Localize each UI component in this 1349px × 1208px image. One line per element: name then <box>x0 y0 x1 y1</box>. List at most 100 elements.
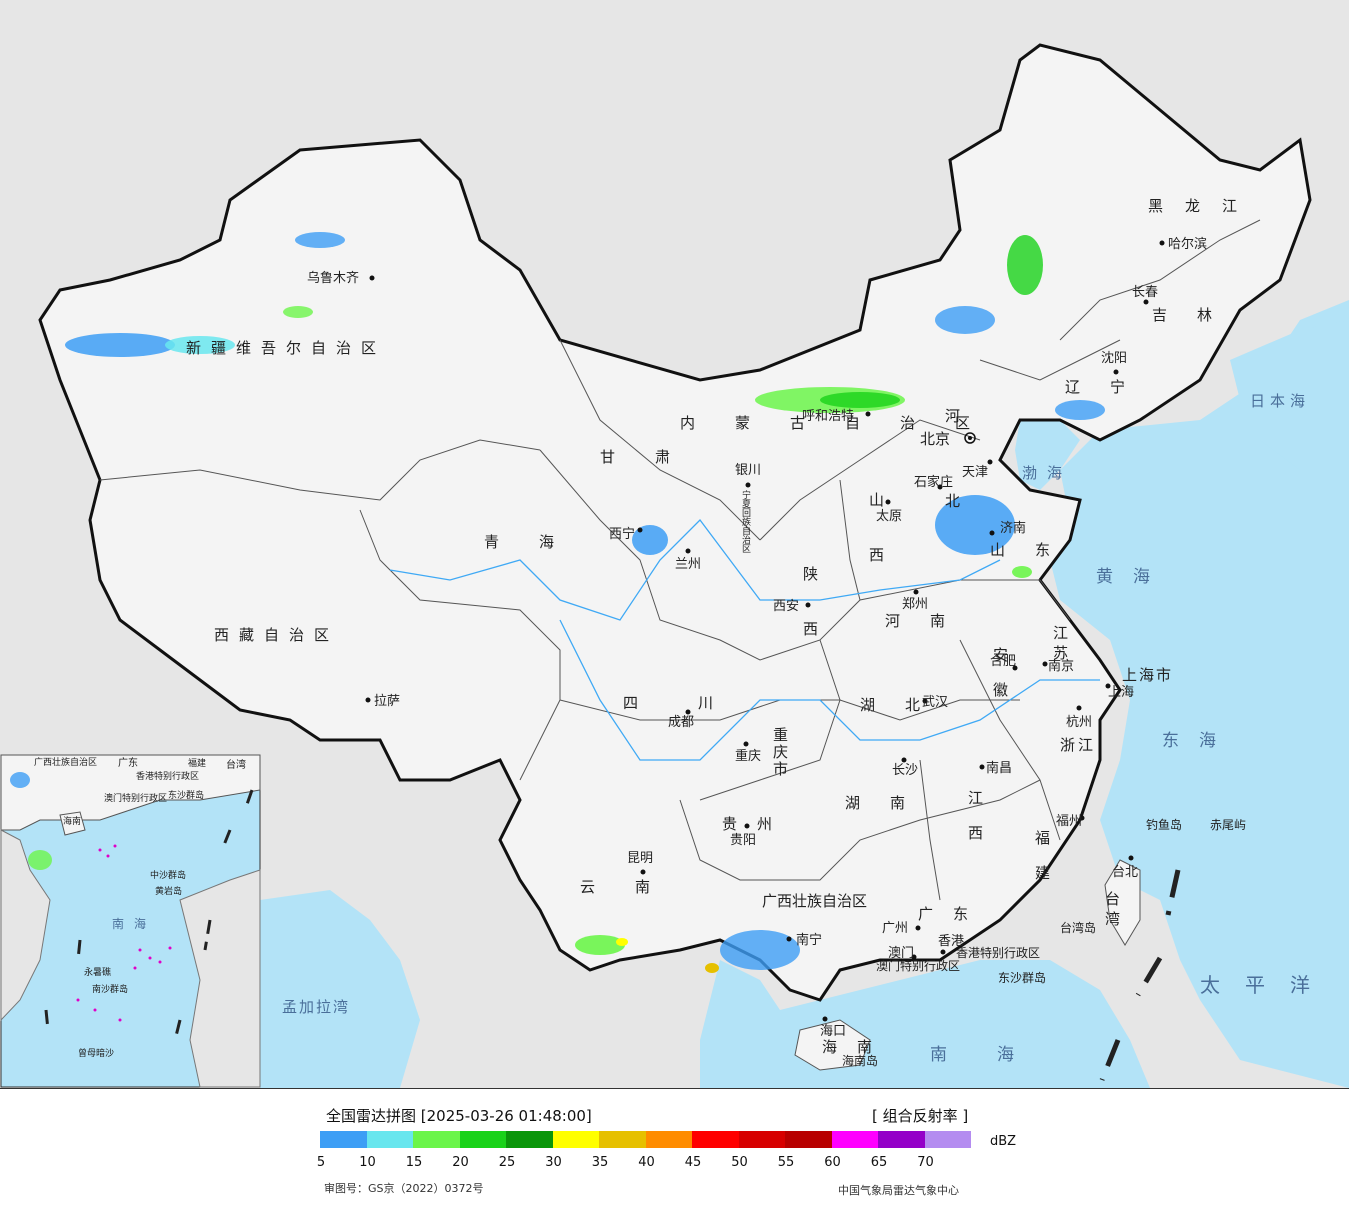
city-chongqing: 重庆 <box>735 741 761 764</box>
city-macau: 澳门 <box>888 945 917 961</box>
province-label: 山东 <box>990 541 1080 559</box>
svg-text:日本海: 日本海 <box>1250 392 1310 410</box>
svg-text:南海: 南海 <box>930 1045 1064 1065</box>
svg-text:香港特别行政区: 香港特别行政区 <box>136 770 199 782</box>
city-kunming: 昆明 <box>627 851 653 875</box>
bay-of-bengal <box>260 890 420 1088</box>
province-label: 山西 <box>867 492 885 602</box>
scale-swatch <box>413 1131 460 1148</box>
svg-text:海南岛: 海南岛 <box>842 1053 878 1068</box>
svg-text:钓鱼岛: 钓鱼岛 <box>1146 817 1182 832</box>
city-zhengzhou: 郑州 <box>902 589 928 612</box>
scale-swatch <box>645 1131 692 1148</box>
svg-text:昆明: 昆明 <box>627 851 653 866</box>
svg-text:黄岩岛: 黄岩岛 <box>155 885 182 897</box>
city-chengdu: 成都 <box>668 709 694 730</box>
province-labels: 新疆维吾尔自治区 西藏自治区 青海 甘肃 内蒙古自治区 黑龙江 吉林 辽宁 河北… <box>186 197 1242 1056</box>
svg-text:澳门特别行政区: 澳门特别行政区 <box>104 792 167 804</box>
province-label: 广西壮族自治区 <box>762 892 867 910</box>
svg-text:南昌: 南昌 <box>986 760 1012 776</box>
province-label: 吉林 <box>1152 306 1242 324</box>
svg-text:长沙: 长沙 <box>892 763 918 778</box>
city-lhasa: 拉萨 <box>365 694 400 709</box>
city-hangzhou: 杭州 <box>1066 705 1092 730</box>
city-hohhot: 呼和浩特 <box>802 409 871 424</box>
city-urumqi: 乌鲁木齐 <box>307 270 375 286</box>
scale-swatch <box>785 1131 832 1148</box>
scale-swatch <box>924 1131 971 1148</box>
province-label: 安徽 <box>991 647 1009 717</box>
city-tianjin: 天津 <box>962 459 993 480</box>
svg-text:赤尾屿: 赤尾屿 <box>1210 818 1246 832</box>
scale-swatch <box>320 1131 367 1148</box>
sea-labels: 渤海 黄海 东海 南海 太平洋 日本海 孟加拉湾 钓鱼岛 赤尾屿 台湾岛 东沙群… <box>282 392 1310 1068</box>
svg-text:沈阳: 沈阳 <box>1101 351 1127 366</box>
svg-text:澳门: 澳门 <box>888 945 914 961</box>
city-xian: 西安 <box>773 599 811 614</box>
province-label: 湖北 <box>860 696 950 714</box>
legend-title: 全国雷达拼图 [2025-03-26 01:48:00] <box>326 1107 592 1125</box>
svg-text:太原: 太原 <box>876 509 902 524</box>
scale-swatch <box>459 1131 506 1148</box>
svg-text:永暑礁: 永暑礁 <box>84 966 111 978</box>
svg-text:杭州: 杭州 <box>1066 715 1092 730</box>
svg-text:广东: 广东 <box>118 756 138 769</box>
svg-text:石家庄: 石家庄 <box>914 474 953 490</box>
scale-swatch <box>692 1131 739 1148</box>
scale-swatch <box>552 1131 599 1148</box>
province-label: 上海市 <box>1122 666 1173 684</box>
svg-text:长春: 长春 <box>1132 285 1158 300</box>
scale-tick: 35 <box>591 1155 609 1170</box>
svg-text:孟加拉湾: 孟加拉湾 <box>282 998 350 1016</box>
scale-tick: 5 <box>316 1155 326 1170</box>
svg-text:济南: 济南 <box>1000 520 1026 536</box>
province-label: 新疆维吾尔自治区 <box>186 339 386 357</box>
svg-text:贵阳: 贵阳 <box>730 833 756 848</box>
province-label: 云南 <box>580 878 690 896</box>
province-label: 浙江 <box>1060 736 1096 754</box>
scale-swatch <box>506 1131 553 1148</box>
legend-panel: 全国雷达拼图 [2025-03-26 01:48:00] [ 组合反射率 ] 5… <box>0 1089 1349 1208</box>
province-label: 江西 <box>966 790 984 860</box>
svg-text:郑州: 郑州 <box>902 597 928 612</box>
province-label: 台湾 <box>1103 891 1121 931</box>
svg-text:广州: 广州 <box>882 921 908 936</box>
province-label: 湖南 <box>845 794 935 812</box>
svg-text:北京: 北京 <box>920 430 950 448</box>
svg-text:海南: 海南 <box>63 815 81 827</box>
scale-ticks: 5 10 15 20 25 30 35 40 45 50 55 60 65 70 <box>306 1155 966 1173</box>
svg-text:哈尔滨: 哈尔滨 <box>1168 236 1207 252</box>
scale-tick: 65 <box>870 1155 888 1170</box>
radar-map[interactable]: 新疆维吾尔自治区 西藏自治区 青海 甘肃 内蒙古自治区 黑龙江 吉林 辽宁 河北… <box>0 0 1349 1089</box>
svg-text:福州: 福州 <box>1056 814 1082 829</box>
city-lanzhou: 兰州 <box>675 548 701 572</box>
city-wuhan: 武汉 <box>922 695 948 710</box>
svg-text:东沙群岛: 东沙群岛 <box>998 970 1046 985</box>
svg-text:乌鲁木齐: 乌鲁木齐 <box>307 270 359 286</box>
maritime-boundary <box>1099 869 1181 1081</box>
radar-echoes <box>65 232 1105 973</box>
province-label: 宁夏回族自治区 <box>740 489 751 553</box>
city-shijiazhuang: 石家庄 <box>914 474 953 490</box>
province-label: 陕西 <box>801 566 819 676</box>
province-label: 福建 <box>1033 830 1051 900</box>
city-nanjing: 南京 <box>1042 658 1074 674</box>
legend-unit: dBZ <box>990 1134 1017 1149</box>
bohai-sea <box>1015 420 1080 490</box>
svg-text:东沙群岛: 东沙群岛 <box>168 789 204 801</box>
south-china-sea-inset[interactable]: 广西壮族自治区 广东 福建 台湾 香港特别行政区 澳门特别行政区 东沙群岛 海南… <box>0 754 261 1088</box>
city-labels: 乌鲁木齐 拉萨 西宁 兰州 银川 呼和浩特 北京 天津 石家庄 太原 济南 郑州… <box>307 236 1207 1039</box>
svg-text:中沙群岛: 中沙群岛 <box>150 869 186 881</box>
scale-tick: 40 <box>638 1155 655 1170</box>
china-landmass <box>38 43 1312 1002</box>
svg-text:银川: 银川 <box>735 463 761 478</box>
scale-tick: 15 <box>405 1155 423 1170</box>
scale-swatch <box>831 1131 878 1148</box>
svg-text:广西壮族自治区: 广西壮族自治区 <box>34 756 97 768</box>
city-jinan: 济南 <box>989 520 1026 536</box>
scale-tick: 55 <box>777 1155 795 1170</box>
svg-text:兰州: 兰州 <box>675 557 701 572</box>
province-label: 贵州 <box>722 815 792 833</box>
province-label: 香港特别行政区 <box>956 945 1040 960</box>
color-scale <box>320 1131 971 1148</box>
